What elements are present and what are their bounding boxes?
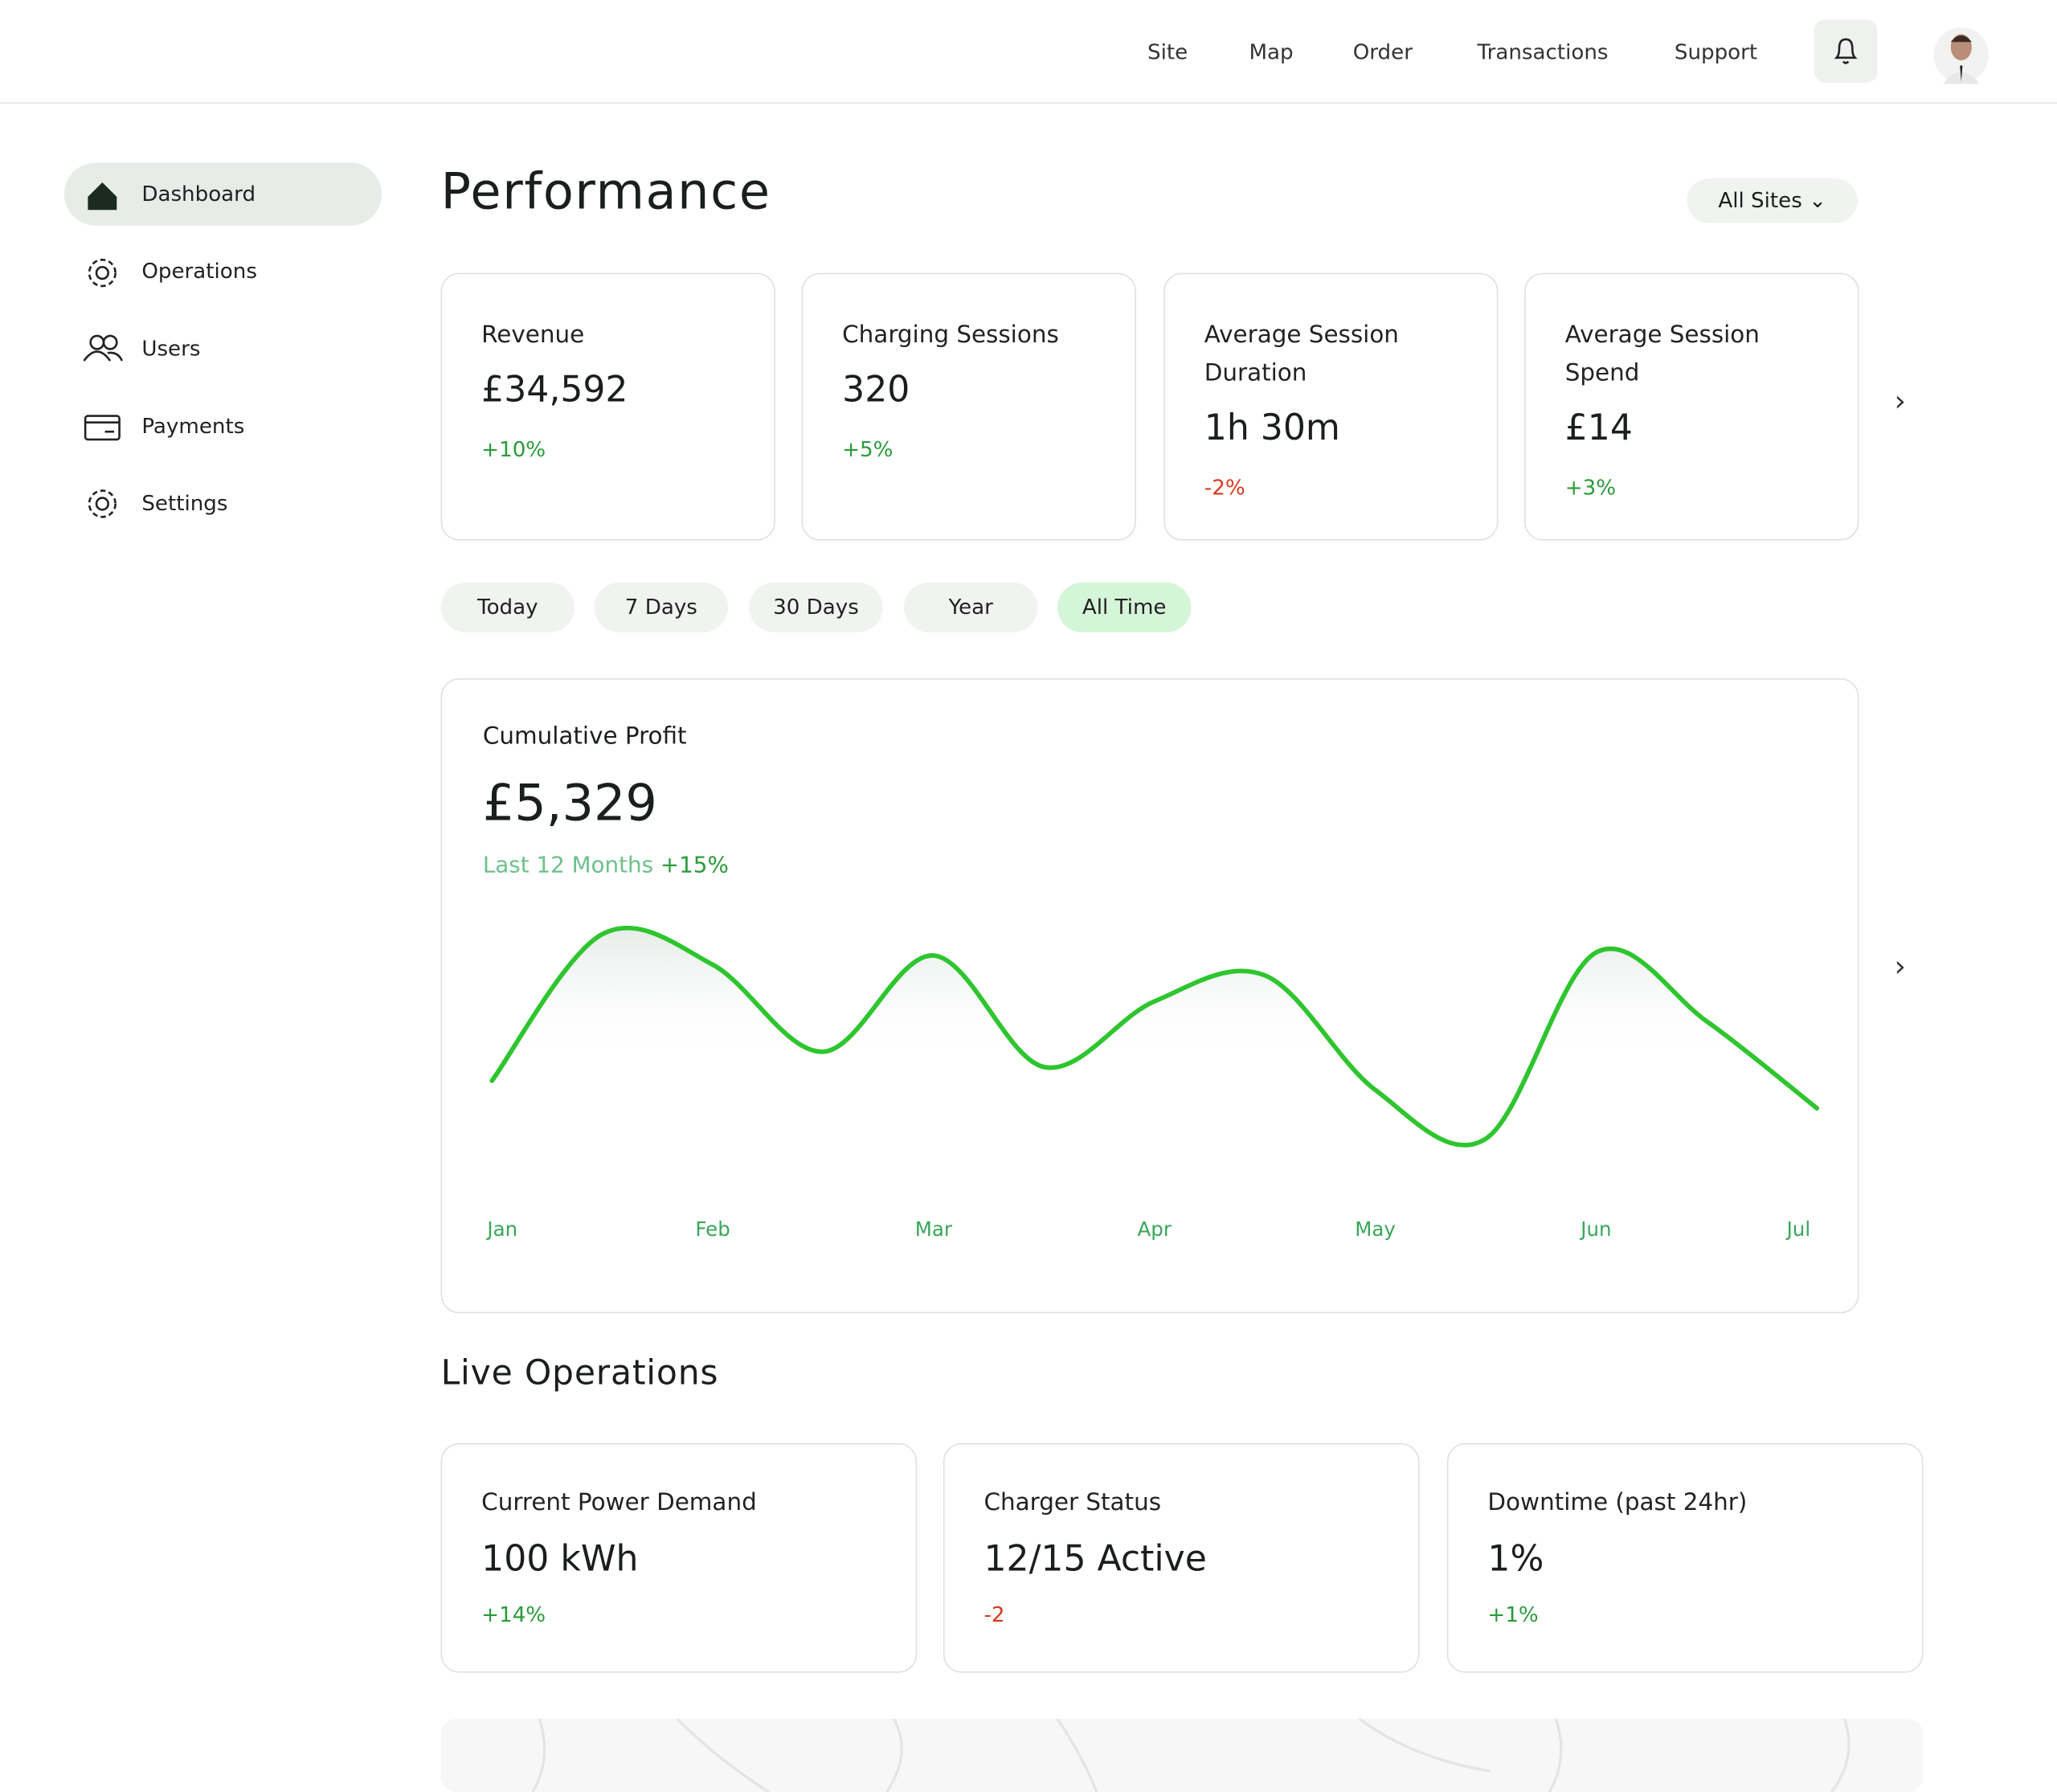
chart [489, 925, 1820, 1155]
kpi-card: Average Session Spend £14 +3% [1524, 272, 1859, 541]
x-tick-label: Feb [695, 1217, 730, 1242]
x-tick-label: Mar [914, 1217, 952, 1242]
period-button[interactable]: All Time [1057, 582, 1192, 632]
site-filter[interactable]: All Sites ⌄ [1687, 178, 1858, 223]
period-button[interactable]: Today [440, 582, 575, 632]
sidebar-item[interactable]: Users [141, 335, 201, 361]
kpi-card: Revenue £34,592 +10% [440, 272, 775, 541]
bell-button[interactable] [1814, 19, 1878, 83]
live-title: Live Operations [440, 1353, 719, 1393]
chart-total: £5,329 [482, 774, 657, 833]
active-pill [63, 162, 382, 226]
kpi-value: £14 [1564, 407, 1633, 449]
kpi-change: -2% [1204, 475, 1245, 501]
live-card: Downtime (past 24hr) 1% +1% [1446, 1442, 1924, 1673]
kpi-label: Average Session Duration [1204, 321, 1399, 387]
live-change: -2 [984, 1602, 1005, 1627]
live-value: 1% [1487, 1539, 1544, 1580]
chart-period: Last 12 Months [482, 853, 654, 879]
chart-next-arrow[interactable]: › [1894, 951, 1906, 984]
x-tick-label: Jan [487, 1217, 518, 1242]
kpi-label: Average Session Spend [1564, 321, 1760, 387]
x-tick-label: May [1355, 1217, 1396, 1242]
kpi-change: +5% [842, 436, 894, 462]
kpi-card: Average Session Duration 1h 30m -2% [1163, 272, 1499, 541]
kpi-card: Charging Sessions 320 +5% [801, 272, 1136, 541]
next-arrow[interactable]: › [1894, 385, 1906, 419]
kpi-value: 1h 30m [1204, 407, 1340, 449]
sidebar-item[interactable]: Operations [141, 258, 257, 284]
kpi-label: Charging Sessions [842, 321, 1059, 350]
period-button[interactable]: 30 Days [749, 582, 883, 632]
x-tick-label: Jun [1581, 1217, 1612, 1242]
area-fill [492, 927, 1818, 1155]
bell-icon [1834, 38, 1858, 64]
header-border [0, 102, 2057, 104]
live-card: Current Power Demand 100 kWh +14% [440, 1442, 918, 1673]
nav-link[interactable]: Map [1249, 39, 1294, 64]
nav-link[interactable]: Site [1147, 39, 1188, 64]
nav-link[interactable]: Transactions [1477, 39, 1609, 64]
live-card: Charger Status 12/15 Active -2 [943, 1442, 1420, 1673]
kpi-value: 320 [842, 370, 910, 411]
chart-sub: Last 12 Months +15% [483, 853, 729, 879]
x-tick-label: Jul [1786, 1217, 1811, 1242]
nav-link[interactable]: Support [1674, 39, 1758, 64]
sidebar-item[interactable]: Payments [141, 413, 245, 439]
sidebar-icons [83, 182, 124, 518]
sidebar-item[interactable]: Settings [141, 490, 228, 516]
map-preview [440, 1718, 1924, 1792]
chart-title: Cumulative Profit [482, 722, 687, 751]
live-value: 12/15 Active [984, 1539, 1207, 1580]
live-label: Downtime (past 24hr) [1487, 1489, 1748, 1517]
kpi-change: +3% [1564, 475, 1617, 501]
live-label: Current Power Demand [481, 1489, 757, 1517]
avatar[interactable] [1932, 27, 1990, 84]
sidebar-item[interactable]: Dashboard [141, 181, 256, 207]
chart-change: +15% [660, 853, 729, 879]
site-filter-label: All Sites [1718, 187, 1802, 213]
live-value: 100 kWh [481, 1539, 639, 1580]
kpi-label: Revenue [481, 321, 585, 350]
x-tick-label: Apr [1137, 1217, 1172, 1242]
live-change: +1% [1487, 1602, 1539, 1627]
period-button[interactable]: 7 Days [594, 582, 729, 632]
period-button[interactable]: Year [903, 582, 1038, 632]
page-title: Performance [440, 162, 771, 221]
live-label: Charger Status [984, 1489, 1162, 1517]
nav-link[interactable]: Order [1352, 39, 1413, 64]
kpi-change: +10% [481, 436, 546, 462]
profit-line [489, 925, 1820, 1148]
live-change: +14% [481, 1602, 546, 1627]
kpi-value: £34,592 [481, 370, 628, 411]
